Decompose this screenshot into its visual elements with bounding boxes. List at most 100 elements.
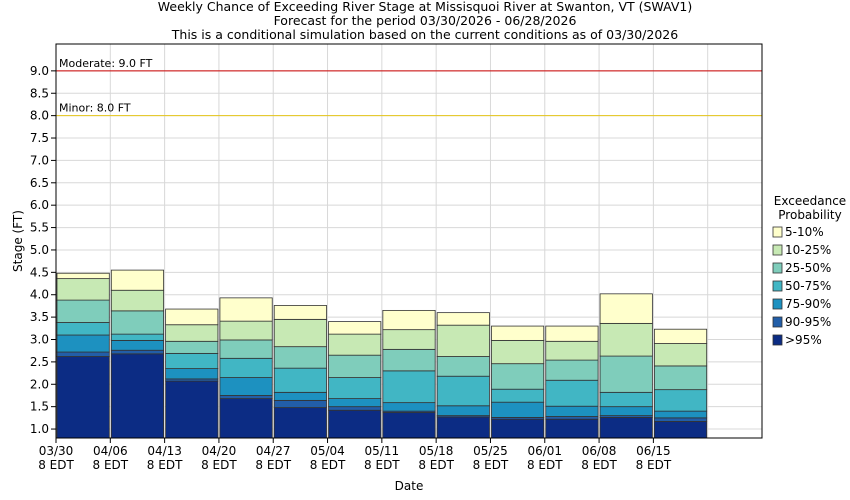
bar-segment	[165, 340, 219, 354]
bar-segment	[382, 370, 436, 404]
bar-segment	[599, 322, 653, 357]
bar-segment	[273, 391, 327, 401]
x-tick-label: 04/13	[147, 444, 182, 458]
bar-segment	[110, 289, 165, 312]
legend-label: 25-50%	[785, 261, 831, 275]
bar-segment	[110, 349, 165, 355]
bar-segment	[491, 418, 545, 439]
legend-label: 75-90%	[785, 297, 831, 311]
x-tick-label: 06/15	[636, 444, 671, 458]
bar-segment	[436, 375, 490, 407]
bar-segment	[436, 405, 490, 417]
bar-segment	[328, 398, 382, 408]
legend-swatch	[772, 298, 783, 310]
x-tick-label: 05/04	[310, 444, 345, 458]
bar-segment	[653, 410, 708, 419]
bar-segment	[653, 328, 708, 344]
y-tick-label: 2.0	[30, 377, 49, 391]
bar-segment	[273, 407, 327, 439]
legend-label: 10-25%	[785, 243, 831, 257]
x-axis-label: Date	[395, 479, 424, 493]
bar-segment	[382, 329, 436, 350]
y-tick-label: 9.0	[30, 64, 49, 78]
y-tick-label: 4.0	[30, 288, 49, 302]
x-tick-label: 04/06	[93, 444, 128, 458]
y-tick-label: 3.0	[30, 333, 49, 347]
bar-segment	[545, 405, 599, 417]
y-tick-label: 1.5	[30, 400, 49, 414]
legend-title: Exceedance	[774, 194, 846, 208]
bar-segment	[491, 363, 545, 390]
bar-segment	[328, 333, 382, 356]
bar-segment	[491, 388, 545, 403]
x-tick-label: 8 EDT	[473, 458, 509, 472]
bar-segment	[545, 418, 599, 439]
legend-swatch	[772, 226, 783, 238]
bar-segment	[219, 395, 273, 400]
plot-frame	[55, 43, 763, 439]
bar-segment	[110, 333, 165, 341]
x-tick-label: 8 EDT	[255, 458, 291, 472]
bar-segment	[56, 278, 110, 301]
bar-segment	[56, 299, 110, 323]
bar-segment	[436, 356, 490, 377]
bar-segment	[110, 310, 165, 335]
bar-segment	[328, 406, 382, 411]
bar-segment	[165, 380, 219, 439]
bar-segment	[653, 343, 708, 367]
x-tick-label: 8 EDT	[364, 458, 400, 472]
y-tick-label: 5.0	[30, 243, 49, 257]
y-tick-label: 7.5	[30, 131, 49, 145]
bar-segment	[165, 352, 219, 370]
y-tick-label: 8.5	[30, 86, 49, 100]
legend-swatch	[772, 280, 783, 292]
y-tick-label: 5.5	[30, 221, 49, 235]
bar-segment	[653, 421, 708, 439]
bar-segment	[545, 379, 599, 407]
bar-segment	[219, 398, 273, 439]
bar-segment	[273, 399, 327, 408]
legend-swatch	[772, 262, 783, 274]
bar-segment	[328, 321, 382, 335]
bar-segment	[273, 346, 327, 369]
x-tick-label: 04/27	[256, 444, 291, 458]
bar-segment	[328, 409, 382, 439]
bar-segment	[273, 367, 327, 393]
bar-segment	[110, 269, 165, 291]
legend-swatch	[772, 316, 783, 328]
x-tick-label: 8 EDT	[38, 458, 74, 472]
bar-segment	[545, 359, 599, 381]
bar-segment	[545, 416, 599, 420]
x-tick-label: 03/30	[39, 444, 74, 458]
bar-segment	[599, 391, 653, 408]
bar-segment	[491, 401, 545, 418]
legend-swatch	[772, 334, 783, 346]
bar-segment	[382, 402, 436, 412]
legend-label: 50-75%	[785, 279, 831, 293]
threshold-label: Moderate: 9.0 FT	[59, 57, 153, 70]
x-tick-label: 05/11	[365, 444, 400, 458]
x-tick-label: 05/18	[419, 444, 454, 458]
bar-segment	[436, 416, 490, 439]
chart-title-line-3: This is a conditional simulation based o…	[171, 27, 679, 42]
bar-segment	[599, 406, 653, 417]
bar-segment	[653, 365, 708, 391]
x-tick-label: 8 EDT	[93, 458, 129, 472]
y-tick-label: 3.5	[30, 310, 49, 324]
legend-label: 90-95%	[785, 315, 831, 329]
bar-segment	[328, 354, 382, 378]
bar-segment	[545, 325, 599, 342]
y-tick-label: 7.0	[30, 153, 49, 167]
threshold-label: Minor: 8.0 FT	[59, 102, 131, 115]
y-axis-label: Stage (FT)	[11, 210, 25, 272]
y-tick-label: 1.0	[30, 422, 49, 436]
legend-title: Probability	[778, 208, 841, 222]
bar-segment	[165, 324, 219, 342]
x-tick-label: 8 EDT	[310, 458, 346, 472]
x-tick-label: 8 EDT	[418, 458, 454, 472]
bar-segment	[436, 312, 490, 326]
legend-swatch	[772, 244, 783, 256]
bar-segment	[328, 377, 382, 400]
bar-segment	[165, 308, 219, 326]
